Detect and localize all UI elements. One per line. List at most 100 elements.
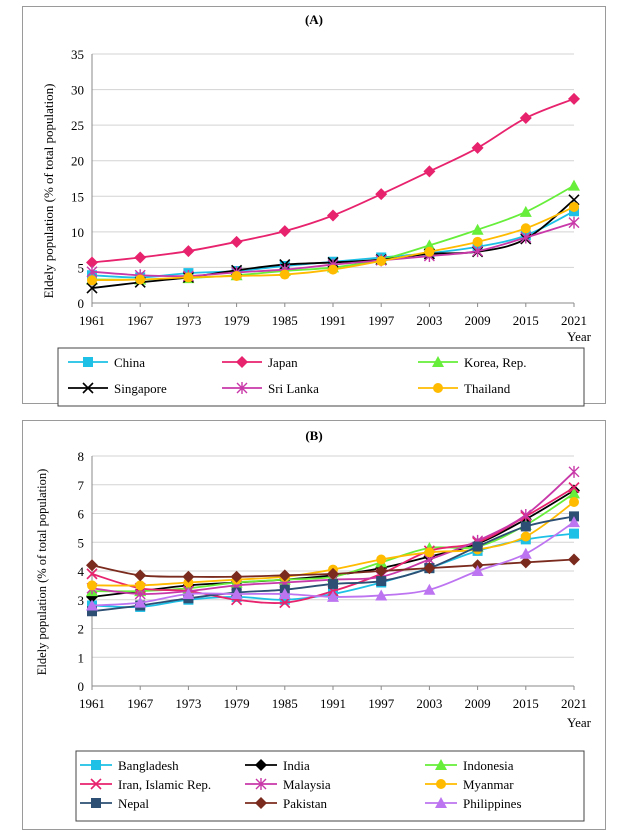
panel-a-point-thailand <box>424 246 435 257</box>
panel-b-ytick-label: 6 <box>78 507 85 522</box>
panel-b-legend-label-india: India <box>283 758 310 773</box>
panel-b-point-pakistan <box>568 553 580 566</box>
panel-b-point-philippines <box>471 565 484 576</box>
panel-b-ytick-label: 2 <box>78 622 85 637</box>
panel-b-legend-label-myanmar: Myanmar <box>463 777 514 792</box>
panel-b-point-nepal <box>87 606 97 617</box>
panel-b-point-myanmar <box>569 497 579 507</box>
panel-a-ytick-label: 20 <box>71 154 84 169</box>
panel-a-ytick-label: 15 <box>71 189 84 204</box>
panel-a-xtick-label: 1991 <box>320 313 346 328</box>
panel-a-point-korea-rep <box>519 205 532 217</box>
panel-a-legend-label-thailand: Thailand <box>464 381 511 396</box>
panel-b-point-malaysia <box>520 508 532 521</box>
panel-a-point-japan <box>327 209 339 222</box>
panel-b-legend-marker-bangladesh <box>91 760 101 770</box>
panel-b-point-philippines <box>568 516 580 528</box>
panel-b-legend-marker-pakistan <box>255 797 267 809</box>
panel-b-legend-label-philippines: Philippines <box>463 796 522 811</box>
panel-a-series-line-japan <box>91 97 575 264</box>
panel-a-point-sri-lanka <box>568 216 580 229</box>
panel-b-ytick-label: 8 <box>78 449 85 464</box>
panel-b-point-philippines <box>519 547 532 559</box>
panel-a-legend-marker-china <box>83 357 93 367</box>
panel-b-ytick-label: 0 <box>78 679 85 694</box>
panel-a-ytick-label: 30 <box>71 83 84 98</box>
panel-a-point-thailand <box>520 223 531 234</box>
panel-a-point-japan <box>471 141 484 154</box>
panel-b-legend-label-indonesia: Indonesia <box>463 758 514 773</box>
panel-a-xtick-label: 1973 <box>175 313 201 328</box>
panel-a-title: (A) <box>305 12 323 27</box>
panel-a-xtick-label: 2003 <box>416 313 442 328</box>
panel-a-legend-marker-sri-lanka <box>236 382 248 394</box>
panel-b-legend-marker-myanmar <box>436 779 446 789</box>
panel-b-ytick-label: 3 <box>78 593 85 608</box>
panel-a-legend-marker-thailand <box>433 383 443 393</box>
panel-b-point-nepal <box>376 576 387 587</box>
panel-a-legend-marker-japan <box>236 356 248 368</box>
panel-a-xtick-label: 1985 <box>272 313 298 328</box>
panel-b-xtick-label: 2009 <box>465 696 491 711</box>
panel-a-point-japan <box>568 92 580 105</box>
panel-a-xtick-label: 1997 <box>368 313 395 328</box>
panel-b-title: (B) <box>305 428 322 443</box>
panel-b-point-indonesia <box>568 487 580 499</box>
panel-b-legend-marker-indonesia <box>435 759 447 770</box>
panel-a-legend-label-sri-lanka: Sri Lanka <box>268 381 319 396</box>
panel-a-point-singapore <box>568 194 580 206</box>
panel-b-point-philippines <box>230 588 243 599</box>
panel-b-legend-box <box>75 750 585 822</box>
panel-b-point-pakistan <box>230 570 243 583</box>
panel-a-point-japan <box>230 235 243 248</box>
panel-b-point-philippines <box>327 590 339 602</box>
panel-b-point-pakistan <box>278 569 291 582</box>
panel-a-legend-marker-singapore <box>82 382 94 394</box>
panel-b-ytick-label: 4 <box>78 564 85 579</box>
panel-a-point-korea-rep <box>568 179 580 191</box>
panel-b-point-pakistan <box>86 559 98 572</box>
panel-a-point-japan <box>86 256 98 269</box>
panel-a-point-thailand <box>135 274 146 285</box>
panel-a-xtick-label: 1961 <box>79 313 105 328</box>
panel-b-point-philippines <box>86 599 98 611</box>
panel-b-point-bangladesh <box>569 528 579 539</box>
panel-b-point-myanmar <box>87 580 97 591</box>
panel-b-xtick-label: 1997 <box>368 696 395 711</box>
panel-b-point-pakistan <box>182 570 195 583</box>
panel-b-point-pakistan <box>134 569 147 582</box>
panel-b-point-pakistan <box>375 565 388 577</box>
panel-a-point-japan <box>278 225 291 238</box>
panel-b-point-pakistan <box>519 556 532 569</box>
panel-b-ytick-label: 1 <box>78 650 85 665</box>
panel-a-xtick-label: 2009 <box>465 313 491 328</box>
panel-a-xtick-label: 2015 <box>513 313 539 328</box>
panel-b-xtick-label: 1979 <box>224 696 250 711</box>
panel-b-legend-label-nepal: Nepal <box>118 796 149 811</box>
panel-b-ytick-label: 5 <box>78 535 85 550</box>
panel-a-xtick-label: 1967 <box>127 313 154 328</box>
panel-a-point-japan <box>375 188 388 201</box>
panel-b-point-myanmar <box>376 554 387 565</box>
panel-a-ytick-label: 0 <box>78 296 85 311</box>
panel-b-legend-marker-india <box>255 759 267 771</box>
panel-b-xtick-label: 1967 <box>127 696 154 711</box>
panel-b-point-nepal <box>328 578 338 589</box>
panel-b-legend-marker-iran-islamic-rep <box>90 778 102 790</box>
panel-b-point-nepal <box>520 521 531 532</box>
panel-a-point-thailand <box>183 272 194 283</box>
panel-b-point-philippines <box>278 588 291 599</box>
panel-a-ytick-label: 25 <box>71 118 84 133</box>
panel-a-legend-label-korea-rep: Korea, Rep. <box>464 355 526 370</box>
panel-b-point-philippines <box>375 589 388 601</box>
panel-b-xtick-label: 1973 <box>175 696 201 711</box>
panel-b-legend-marker-philippines <box>435 797 447 808</box>
panel-a-legend-label-china: China <box>114 355 145 370</box>
panel-b-xtick-label: 1961 <box>79 696 105 711</box>
panel-a-point-singapore <box>86 282 98 294</box>
panel-a-point-thailand <box>569 201 579 212</box>
panel-a-xtick-label: 2021 <box>561 313 587 328</box>
panel-b-point-nepal <box>472 541 483 552</box>
panel-b-legend-marker-malaysia <box>255 778 267 790</box>
